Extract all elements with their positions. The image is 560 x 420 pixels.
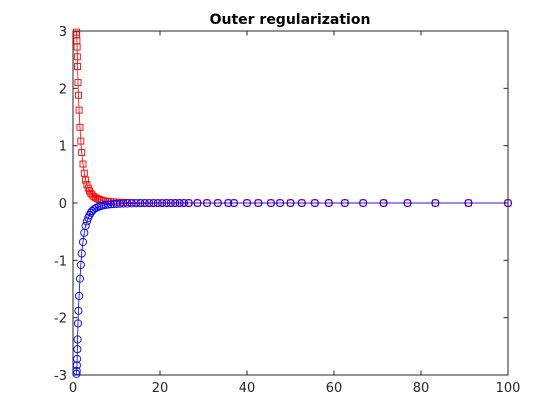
data-point-circle (224, 198, 233, 208)
data-point-circle (297, 198, 306, 208)
x-tick-label: 40 (239, 381, 256, 396)
series-circle (72, 198, 513, 378)
data-point-circle (72, 369, 81, 378)
data-point-circle (73, 345, 82, 354)
data-point-circle (72, 366, 81, 376)
y-tick-label: 0 (59, 197, 67, 212)
data-point-circle (73, 354, 82, 363)
data-point-circle (123, 199, 132, 208)
data-point-circle (184, 198, 193, 208)
axes: 0 20 40 60 80 100 -3 -2 -1 0 1 2 3 (54, 25, 520, 396)
data-point-circle (229, 198, 238, 208)
x-tick-label: 0 (69, 381, 77, 396)
data-point-circle (74, 306, 83, 315)
data-point-circle (193, 198, 202, 208)
data-point-circle (77, 249, 86, 258)
data-point-circle (286, 198, 295, 208)
data-point-square (95, 195, 103, 203)
data-point-circle (266, 198, 275, 208)
series-layer (72, 28, 513, 378)
data-point-circle (153, 199, 162, 208)
data-point-circle (145, 199, 154, 208)
data-point-circle (78, 237, 88, 247)
chart-title: Outer regularization (210, 12, 371, 28)
y-tick-label: -1 (54, 254, 67, 269)
data-point-circle (101, 200, 110, 209)
data-point-circle (340, 198, 349, 208)
x-tick-label: 100 (496, 381, 521, 396)
data-point-square (80, 169, 88, 177)
data-point-circle (85, 210, 94, 220)
data-point-circle (379, 198, 388, 208)
data-point-square (76, 123, 84, 131)
data-point-circle (310, 198, 319, 208)
data-point-circle (179, 199, 188, 208)
data-point-square (77, 137, 85, 145)
data-point-circle (81, 221, 90, 230)
data-point-circle (276, 198, 285, 208)
data-point-circle (136, 199, 145, 208)
data-point-circle (76, 260, 85, 269)
data-point-circle (359, 198, 368, 208)
series-line (76, 202, 508, 374)
data-point-circle (132, 199, 141, 208)
data-point-circle (166, 199, 175, 208)
data-point-circle (109, 199, 118, 209)
data-point-circle (158, 199, 167, 208)
y-tick-label: 1 (59, 140, 67, 155)
data-point-circle (403, 198, 412, 208)
y-tick-label: -3 (54, 369, 67, 384)
x-tick-label: 20 (152, 381, 169, 396)
data-point-square (74, 91, 82, 99)
data-point-square (74, 79, 82, 87)
y-tick-label: 3 (59, 25, 67, 40)
data-point-square (78, 149, 86, 156)
x-tick-label: 80 (413, 381, 430, 396)
data-point-circle (149, 199, 158, 208)
data-point-circle (106, 200, 115, 209)
data-point-square (73, 53, 81, 61)
data-point-circle (213, 198, 222, 208)
data-point-circle (503, 198, 513, 208)
data-point-circle (175, 199, 184, 208)
data-point-circle (119, 199, 128, 208)
data-point-circle (324, 198, 333, 208)
data-point-circle (431, 198, 440, 208)
data-point-square (75, 106, 83, 114)
y-tick-label: -2 (54, 312, 67, 327)
data-point-circle (242, 198, 252, 208)
data-point-circle (72, 361, 81, 370)
data-point-circle (162, 199, 171, 208)
data-point-circle (75, 274, 85, 283)
data-point-circle (254, 198, 263, 208)
data-point-circle (104, 200, 113, 209)
data-point-circle (73, 319, 83, 328)
data-point-square (73, 43, 81, 51)
x-tick-label: 60 (326, 381, 343, 396)
data-point-square (79, 160, 87, 168)
data-point-square (97, 196, 105, 204)
data-point-circle (171, 199, 180, 208)
data-point-circle (75, 291, 84, 300)
data-point-square (74, 63, 82, 70)
data-point-circle (140, 199, 149, 208)
data-point-circle (73, 335, 82, 344)
y-tick-label: 2 (59, 82, 67, 97)
data-point-circle (127, 199, 136, 208)
data-point-circle (464, 198, 473, 208)
data-point-square (82, 176, 90, 184)
data-point-circle (202, 198, 212, 208)
